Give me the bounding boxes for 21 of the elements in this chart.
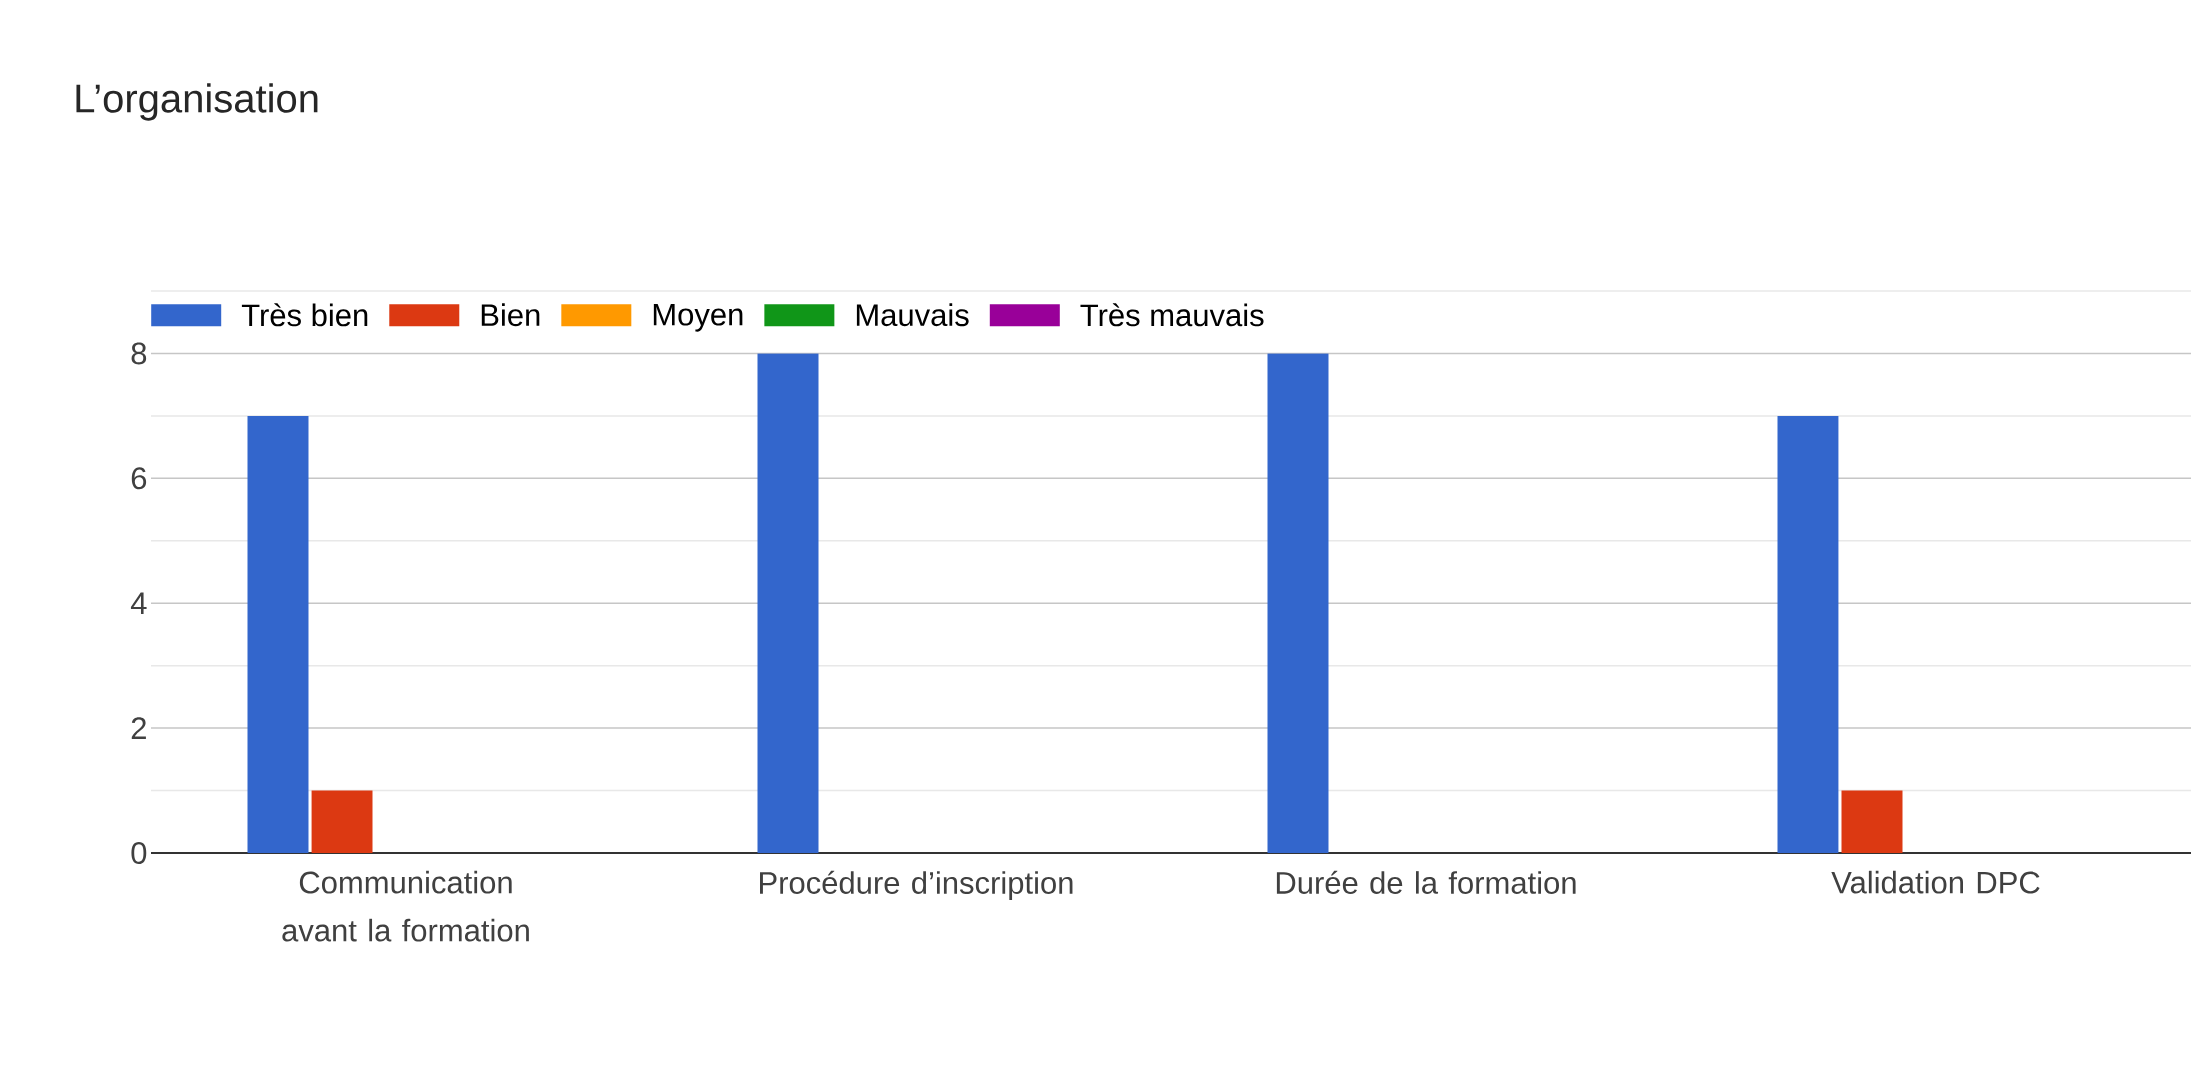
bar xyxy=(1777,415,1839,853)
y-tick-label: 2 xyxy=(131,717,146,739)
bar xyxy=(1267,353,1329,853)
y-tick-label: 4 xyxy=(130,592,147,614)
bar xyxy=(247,415,309,853)
legend-label: Moyen xyxy=(653,303,743,332)
chart-title: L’organisation xyxy=(76,83,318,121)
x-tick-label: Validation DPC xyxy=(1831,870,2040,894)
bar xyxy=(757,353,819,853)
legend-label: Mauvais xyxy=(856,303,969,327)
y-tick-label: 6 xyxy=(131,467,147,490)
legend-label: Bien xyxy=(481,303,540,327)
legend-label: Très bien xyxy=(241,303,368,327)
bar xyxy=(1841,790,1903,853)
y-tick-label: 8 xyxy=(131,342,147,365)
x-tick-label: Communication avant la formation xyxy=(282,870,529,942)
bar xyxy=(311,790,373,853)
x-tick-label: Durée de la formation xyxy=(1276,870,1576,894)
x-tick-label: Procédure d’inscription xyxy=(760,870,1073,901)
y-tick-label: 0 xyxy=(131,842,147,864)
legend-label: Très mauvais xyxy=(1080,303,1264,327)
